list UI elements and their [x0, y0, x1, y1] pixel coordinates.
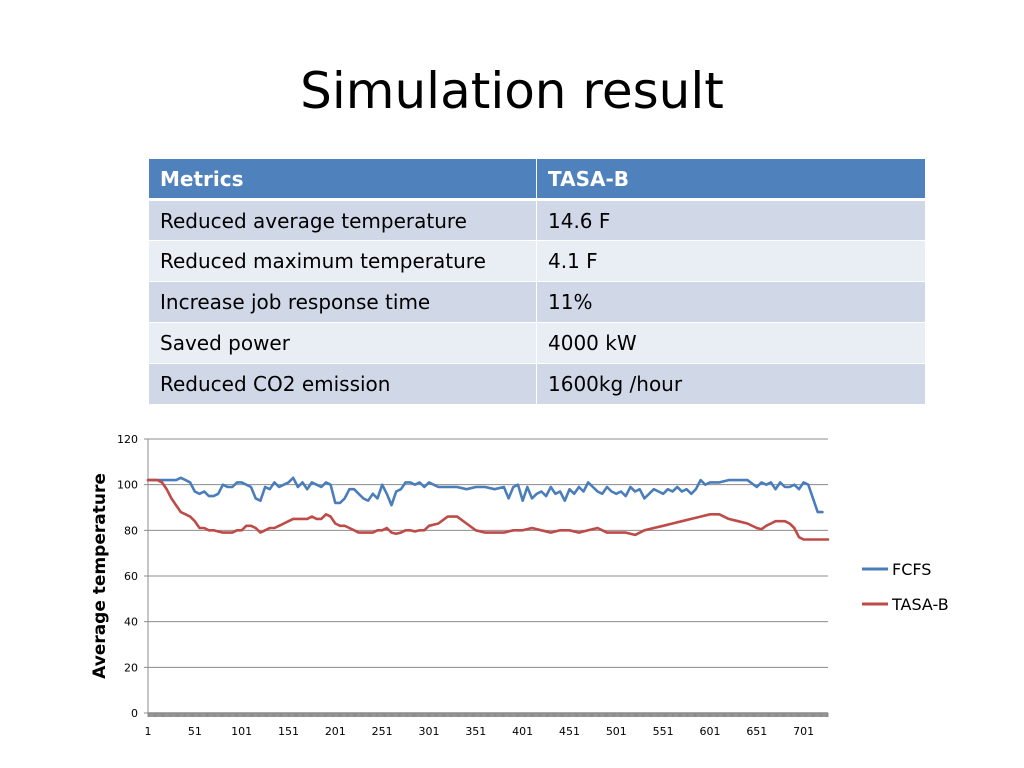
x-tick-label: 601	[699, 725, 720, 738]
x-tick-label: 201	[325, 725, 346, 738]
metrics-table: Metrics TASA-B Reduced average temperatu…	[148, 158, 926, 405]
series-line-tasa-b	[146, 478, 830, 541]
x-tick-label: 351	[465, 725, 486, 738]
legend-label: FCFS	[892, 560, 931, 579]
y-tick-label: 100	[117, 479, 138, 492]
x-tick-label: 401	[512, 725, 533, 738]
table-row: Increase job response time 11%	[148, 281, 926, 323]
y-tick-label: 40	[124, 616, 138, 629]
x-tick-label: 501	[606, 725, 627, 738]
column-header-tasab: TASA-B	[536, 158, 926, 201]
x-tick-label: 701	[793, 725, 814, 738]
table-header-row: Metrics TASA-B	[148, 158, 926, 201]
metric-name-cell: Saved power	[148, 322, 537, 364]
x-tick-label: 451	[559, 725, 580, 738]
y-axis-title: Average temperature	[90, 473, 110, 679]
y-tick-label: 60	[124, 570, 138, 583]
slide-title: Simulation result	[300, 62, 724, 120]
metric-value-cell: 4.1 F	[536, 240, 926, 282]
x-tick-label: 251	[372, 725, 393, 738]
metric-value-cell: 1600kg /hour	[536, 363, 926, 405]
x-tick-label: 151	[278, 725, 299, 738]
series-line-fcfs	[146, 476, 824, 514]
table-row: Reduced CO2 emission 1600kg /hour	[148, 363, 926, 405]
column-header-metrics: Metrics	[148, 158, 537, 201]
legend-label: TASA-B	[891, 595, 949, 614]
metric-value-cell: 11%	[536, 281, 926, 323]
x-tick-label: 301	[418, 725, 439, 738]
x-tick-label: 1	[145, 725, 152, 738]
metric-value-cell: 14.6 F	[536, 199, 926, 241]
y-tick-label: 80	[124, 524, 138, 537]
x-tick-label: 551	[653, 725, 674, 738]
x-tick-label: 51	[188, 725, 202, 738]
metric-value-cell: 4000 kW	[536, 322, 926, 364]
y-tick-label: 120	[117, 433, 138, 446]
table-row: Reduced average temperature 14.6 F	[148, 199, 926, 241]
metric-name-cell: Reduced CO2 emission	[148, 363, 537, 405]
metric-name-cell: Increase job response time	[148, 281, 537, 323]
x-tick-label: 101	[231, 725, 252, 738]
y-tick-label: 20	[124, 661, 138, 674]
table-row: Saved power 4000 kW	[148, 322, 926, 364]
x-tick-label: 651	[746, 725, 767, 738]
y-tick-label: 0	[131, 707, 138, 720]
metric-name-cell: Reduced average temperature	[148, 199, 537, 241]
metric-name-cell: Reduced maximum temperature	[148, 240, 537, 282]
table-row: Reduced maximum temperature 4.1 F	[148, 240, 926, 282]
